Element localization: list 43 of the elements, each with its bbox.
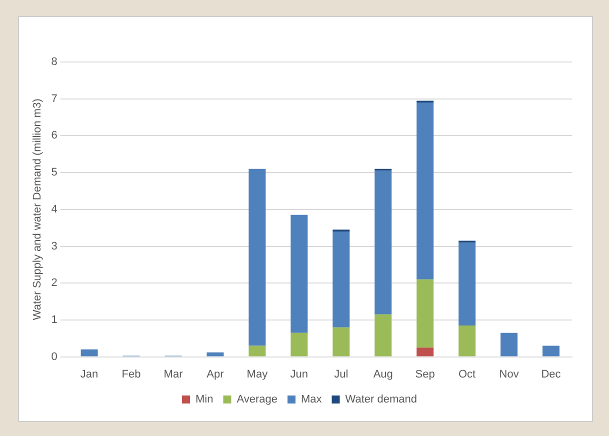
y-tick-label: 1: [51, 314, 58, 326]
bar: [416, 348, 434, 356]
y-tick-label: 0: [51, 350, 58, 363]
y-tick-label: 5: [51, 166, 58, 179]
bar: [248, 168, 266, 346]
bar: [206, 352, 224, 356]
x-tick-label: Nov: [499, 368, 520, 380]
bar: [290, 332, 308, 356]
bar: [416, 279, 434, 348]
legend-label: Min: [195, 394, 214, 406]
bar: [80, 349, 98, 356]
bar: [290, 214, 308, 333]
x-tick-label: Jul: [334, 368, 348, 380]
x-tick-label: Apr: [206, 368, 224, 380]
x-tick-label: Aug: [373, 368, 393, 380]
y-tick-label: 4: [51, 203, 58, 216]
legend-label: Max: [300, 394, 322, 406]
y-tick-label: 2: [51, 277, 58, 290]
x-tick-label: Oct: [458, 368, 476, 380]
x-tick-label: May: [246, 368, 268, 380]
x-tick-label: Feb: [122, 368, 141, 380]
x-tick-label: Jun: [290, 368, 308, 380]
x-tick-label: Mar: [164, 368, 184, 380]
bar: [332, 327, 350, 356]
bar: [416, 102, 434, 280]
y-tick-label: 6: [51, 130, 58, 142]
y-tick-label: 3: [51, 240, 58, 252]
legend-label: Average: [236, 394, 278, 406]
x-tick-label: Dec: [541, 368, 562, 380]
bar: [332, 232, 350, 328]
y-tick-label: 7: [51, 92, 58, 105]
x-tick-label: Jan: [80, 368, 98, 380]
bar: [500, 332, 518, 356]
bar: [374, 170, 392, 314]
legend-label: Water demand: [345, 394, 418, 406]
x-tick-label: Sep: [415, 368, 435, 380]
bar: [542, 346, 560, 356]
bar: [458, 242, 476, 326]
bar: [248, 346, 266, 356]
bar: [374, 314, 392, 356]
y-tick-label: 8: [51, 56, 58, 68]
bar: [458, 325, 476, 356]
y-axis-title: Water Supply and water Demand (million m3): [32, 98, 44, 320]
